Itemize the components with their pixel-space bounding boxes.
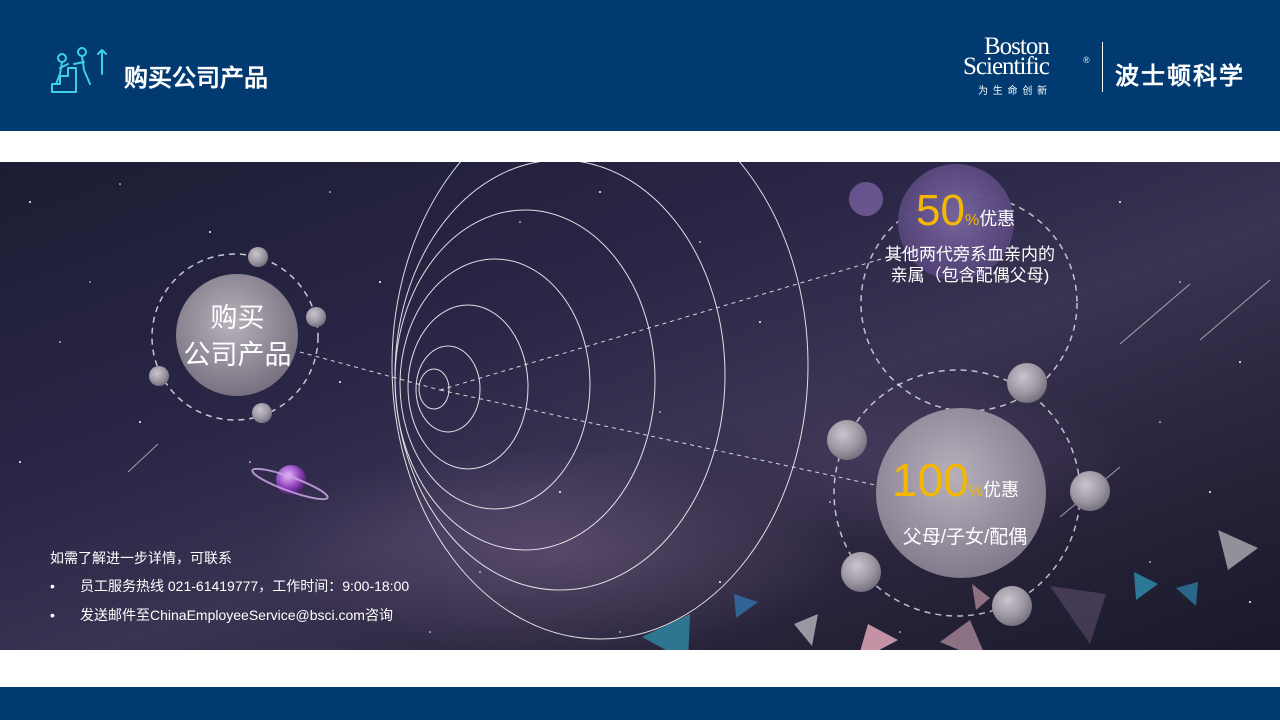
hub-label: 购买 公司产品 <box>165 300 310 374</box>
logo-divider <box>1102 42 1103 92</box>
hub-label-line1: 购买 <box>210 303 265 333</box>
offer-100-description: 父母/子女/配偶 <box>902 527 1028 548</box>
logo-word-boston: Boston <box>984 33 1050 60</box>
offer-100-percent: % <box>968 483 983 500</box>
list-item: • 发送邮件至ChinaEmployeeService@bsci.com咨询 <box>50 605 393 625</box>
offer-50-desc-line2: 亲属（包含配偶父母) <box>890 266 1050 285</box>
offer-50-suffix: 优惠 <box>979 209 1016 229</box>
stars <box>19 183 1251 633</box>
hub-node <box>149 247 326 423</box>
offer-100-suffix: 优惠 <box>982 480 1019 500</box>
header-bar: 购买公司产品 Boston Scientific ® 为 生 命 创 新 波士顿… <box>0 0 1280 131</box>
contact-intro: 如需了解进一步详情，可联系 <box>50 550 232 566</box>
logo-registered-mark: ® <box>1083 55 1090 65</box>
starfield-art <box>19 162 1271 650</box>
bullet: • <box>50 607 55 623</box>
connector-lines <box>299 251 906 486</box>
ringed-planet <box>251 465 329 501</box>
contact-email: 发送邮件至ChinaEmployeeService@bsci.com咨询 <box>80 607 393 623</box>
orbit-rings <box>391 162 809 640</box>
bullet: • <box>50 578 55 594</box>
offer-100-headline: 100%优惠 <box>892 453 1052 507</box>
contact-hotline: 员工服务热线 021-61419777，工作时间：9:00-18:00 <box>80 578 410 594</box>
offer-50-percent: % <box>964 212 980 229</box>
offer-50-desc-line1: 其他两代旁系血亲内的 <box>885 245 1055 264</box>
offer-50-headline: 50%优惠 <box>916 186 1056 236</box>
footer-bar <box>0 687 1280 720</box>
hub-label-line2: 公司产品 <box>183 340 292 370</box>
offer-50-description: 其他两代旁系血亲内的 亲属（包含配偶父母) <box>862 244 1078 286</box>
page-title: 购买公司产品 <box>124 65 268 92</box>
list-item: • 员工服务热线 021-61419777，工作时间：9:00-18:00 <box>50 576 409 596</box>
decorative-shards <box>642 530 1258 650</box>
logo-tagline: 为 生 命 创 新 <box>978 86 1049 97</box>
logo-chinese-name: 波士顿科学 <box>1115 63 1245 90</box>
offer-100-value: 100 <box>892 454 969 506</box>
space-background: 购买 公司产品 50%优惠 其他两代旁系血亲内的 亲属（包含配偶父母) 100%… <box>0 162 1280 650</box>
offer-50-value: 50 <box>916 186 965 235</box>
teamwork-climb-icon <box>51 47 107 93</box>
logo-word-scientific: Scientific <box>963 53 1050 80</box>
offer-100-node <box>827 363 1110 626</box>
